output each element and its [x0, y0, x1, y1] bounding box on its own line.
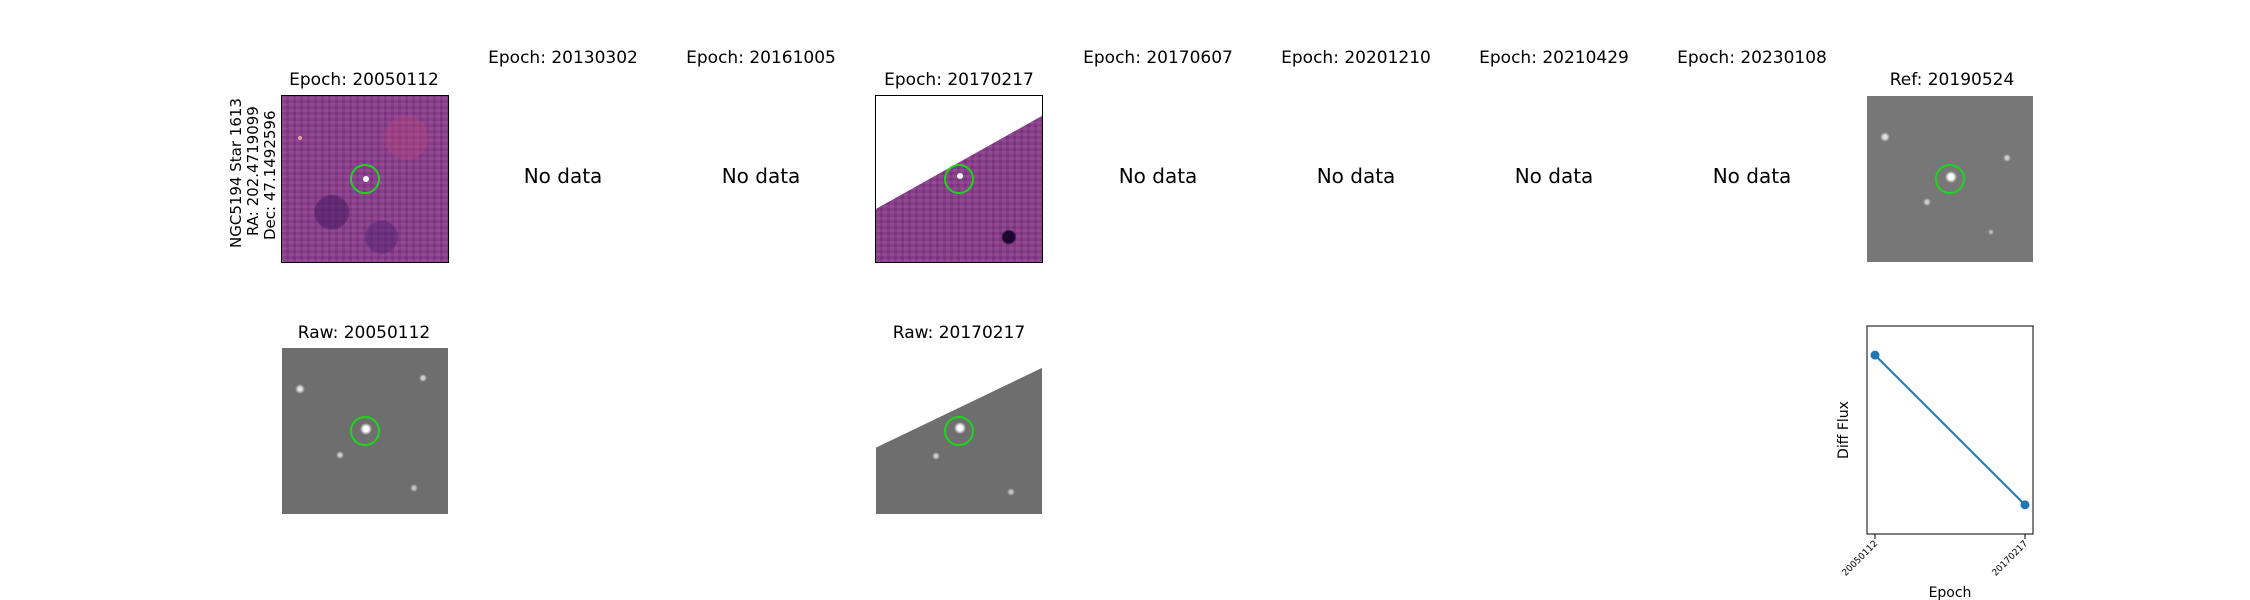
field-star	[932, 452, 940, 460]
data-point	[2020, 500, 2030, 510]
no-data-label: No data	[1712, 164, 1792, 188]
row-label-line2: RA: 202.4719099	[244, 106, 262, 236]
no-data-label: No data	[523, 164, 603, 188]
field-star	[1007, 488, 1015, 496]
no-data-label: No data	[1514, 164, 1594, 188]
dark-spot	[1006, 232, 1012, 238]
x-tick-label: 20050112	[1841, 539, 1880, 578]
epoch-title-2: Epoch: 20130302	[488, 48, 638, 68]
field-star	[2003, 154, 2011, 162]
epoch-title-1: Epoch: 20050112	[289, 70, 439, 90]
raw-title-20050112: Raw: 20050112	[297, 323, 431, 343]
field-star	[336, 451, 344, 459]
field-star	[1923, 198, 1931, 206]
diff-flux-chart: 20050112 20170217 Diff Flux Epoch	[1836, 325, 2034, 600]
y-axis-label: Diff Flux	[1836, 401, 1852, 459]
x-axis-label: Epoch	[1929, 585, 1972, 600]
ref-title: Ref: 20190524	[1889, 70, 2015, 90]
field-star	[1988, 229, 1994, 235]
raw-image-20050112	[282, 348, 448, 514]
epoch-title-3: Epoch: 20161005	[686, 48, 836, 68]
target-circle	[350, 164, 380, 194]
x-tick-label: 20170217	[1991, 539, 2030, 578]
diff-image-20050112	[281, 95, 449, 263]
data-point	[1870, 350, 1880, 360]
epoch-title-6: Epoch: 20201210	[1281, 48, 1431, 68]
row-label-line1: NGC5194 Star 1613	[227, 98, 245, 248]
target-circle	[350, 416, 380, 446]
target-circle	[944, 416, 974, 446]
raw-image-20170217	[876, 348, 1042, 514]
epoch-title-8: Epoch: 20230108	[1677, 48, 1827, 68]
ref-image-20190524	[1867, 96, 2033, 262]
field-star	[419, 374, 427, 382]
raw-title-20170217: Raw: 20170217	[892, 323, 1026, 343]
target-circle	[944, 164, 974, 194]
no-data-label: No data	[721, 164, 801, 188]
no-data-label: No data	[1118, 164, 1198, 188]
field-star	[295, 384, 305, 394]
epoch-title-7: Epoch: 20210429	[1479, 48, 1629, 68]
epoch-title-4: Epoch: 20170217	[884, 70, 1034, 90]
target-circle	[1935, 164, 1965, 194]
field-star	[410, 484, 418, 492]
epoch-title-5: Epoch: 20170607	[1083, 48, 1233, 68]
artifact-spot	[298, 136, 302, 140]
row-label-line3: Dec: 47.1492596	[261, 110, 279, 240]
diff-image-20170217	[875, 95, 1043, 263]
series-line	[1874, 354, 2026, 506]
field-star	[1880, 132, 1890, 142]
no-data-label: No data	[1316, 164, 1396, 188]
